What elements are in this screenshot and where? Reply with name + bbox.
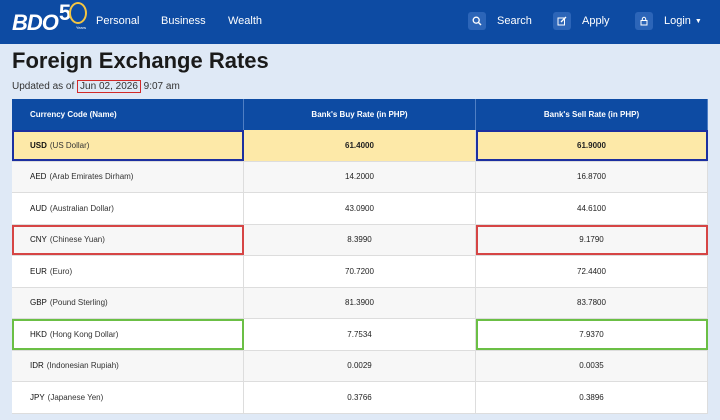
nav-link-wealth[interactable]: Wealth	[228, 15, 263, 27]
currency-code: AUD	[30, 203, 47, 213]
currency-cell: AED (Arab Emirates Dirham)	[12, 161, 244, 192]
currency-cell: EUR (Euro)	[12, 256, 244, 287]
table-header: Currency Code (Name) Bank's Buy Rate (in…	[12, 99, 708, 130]
table-row: CNY (Chinese Yuan) 8.3990 9.1790	[12, 224, 708, 256]
header-sell-rate: Bank's Sell Rate (in PHP)	[476, 99, 708, 130]
currency-code: EUR	[30, 266, 47, 276]
search-button[interactable]: Search	[468, 11, 532, 31]
currency-cell: HKD (Hong Kong Dollar)	[12, 319, 244, 350]
logo-fifty-emblem: 5 Years	[59, 2, 87, 30]
currency-code: HKD	[30, 329, 47, 339]
currency-name: (Pound Sterling)	[49, 298, 108, 308]
currency-name: (Australian Dollar)	[49, 203, 114, 213]
login-label: Login	[664, 15, 691, 27]
currency-name: (Arab Emirates Dirham)	[49, 172, 134, 182]
currency-name: (Hong Kong Dollar)	[49, 329, 119, 339]
buy-rate-cell: 0.0029	[244, 350, 476, 381]
buy-rate-cell: 43.0900	[244, 193, 476, 224]
buy-rate-cell: 70.7200	[244, 256, 476, 287]
table-row: JPY (Japanese Yen) 0.3766 0.3896	[12, 382, 708, 414]
currency-code: USD	[30, 140, 47, 150]
currency-name: (Chinese Yuan)	[49, 235, 105, 245]
currency-name: (Japanese Yen)	[47, 392, 104, 402]
search-label: Search	[497, 15, 532, 27]
search-icon	[468, 12, 486, 30]
chevron-down-icon: ▼	[694, 17, 702, 25]
currency-name: (Indonesian Rupiah)	[46, 361, 119, 371]
top-navigation-bar: BDO 5 Years Personal Business Wealth Sea…	[0, 0, 720, 44]
updated-prefix: Updated as of	[12, 81, 75, 92]
currency-code: IDR	[30, 361, 44, 371]
logo-fifty-digit: 5	[58, 0, 72, 25]
bdo-logo[interactable]: BDO 5 Years	[12, 2, 87, 35]
currency-name: (US Dollar)	[49, 140, 90, 150]
currency-cell: GBP (Pound Sterling)	[12, 287, 244, 318]
currency-name: (Euro)	[49, 266, 73, 276]
table-row: AED (Arab Emirates Dirham) 14.2000 16.87…	[12, 161, 708, 193]
logo-fifty-ring	[68, 2, 87, 24]
buy-rate-cell: 61.4000	[244, 130, 476, 161]
sell-rate-cell: 0.3896	[476, 382, 708, 413]
currency-code: AED	[30, 172, 47, 182]
buy-rate-cell: 81.3900	[244, 287, 476, 318]
currency-code: CNY	[30, 235, 47, 245]
apply-button[interactable]: Apply	[553, 11, 610, 31]
currency-code: JPY	[30, 392, 45, 402]
currency-cell: CNY (Chinese Yuan)	[12, 224, 244, 255]
table-row: USD (US Dollar) 61.4000 61.9000	[12, 130, 708, 162]
sell-rate-cell: 16.8700	[476, 161, 708, 192]
lock-icon	[635, 12, 653, 30]
exchange-rates-table: Currency Code (Name) Bank's Buy Rate (in…	[12, 99, 708, 414]
login-button[interactable]: Login ▼	[635, 11, 702, 31]
table-row: GBP (Pound Sterling) 81.3900 83.7800	[12, 287, 708, 319]
table-row: EUR (Euro) 70.7200 72.4400	[12, 256, 708, 288]
buy-rate-cell: 7.7534	[244, 319, 476, 350]
table-row: HKD (Hong Kong Dollar) 7.7534 7.9370	[12, 319, 708, 351]
table-row: AUD (Australian Dollar) 43.0900 44.6100	[12, 193, 708, 225]
nav-link-business[interactable]: Business	[161, 15, 206, 27]
header-buy-rate: Bank's Buy Rate (in PHP)	[244, 99, 476, 130]
currency-cell: AUD (Australian Dollar)	[12, 193, 244, 224]
header-currency-code: Currency Code (Name)	[12, 99, 244, 130]
buy-rate-cell: 14.2000	[244, 161, 476, 192]
last-updated: Updated as of Jun 02, 2026 9:07 am	[12, 80, 180, 93]
buy-rate-cell: 8.3990	[244, 224, 476, 255]
sell-rate-cell: 7.9370	[476, 319, 708, 350]
logo-text: BDO	[12, 10, 59, 35]
sell-rate-cell: 44.6100	[476, 193, 708, 224]
currency-cell: USD (US Dollar)	[12, 130, 244, 161]
currency-cell: IDR (Indonesian Rupiah)	[12, 350, 244, 381]
sell-rate-cell: 72.4400	[476, 256, 708, 287]
logo-years: Years	[75, 25, 86, 30]
sell-rate-cell: 9.1790	[476, 224, 708, 255]
currency-code: GBP	[30, 298, 47, 308]
updated-date: Jun 02, 2026	[77, 80, 141, 93]
currency-cell: JPY (Japanese Yen)	[12, 382, 244, 413]
edit-icon	[553, 12, 571, 30]
updated-time: 9:07 am	[143, 81, 180, 92]
sell-rate-cell: 61.9000	[476, 130, 708, 161]
apply-label: Apply	[582, 15, 610, 27]
page-title: Foreign Exchange Rates	[12, 48, 269, 73]
buy-rate-cell: 0.3766	[244, 382, 476, 413]
nav-link-personal[interactable]: Personal	[96, 15, 140, 27]
sell-rate-cell: 0.0035	[476, 350, 708, 381]
sell-rate-cell: 83.7800	[476, 287, 708, 318]
table-row: IDR (Indonesian Rupiah) 0.0029 0.0035	[12, 350, 708, 382]
